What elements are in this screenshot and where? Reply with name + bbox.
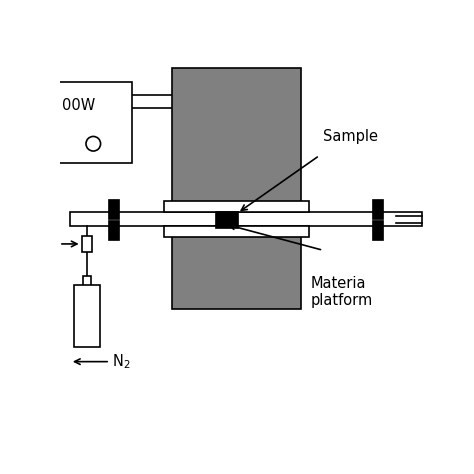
Bar <box>82 275 91 286</box>
Bar <box>70 212 422 226</box>
Bar <box>373 199 383 219</box>
Bar <box>215 211 238 228</box>
Bar <box>164 201 309 212</box>
Bar <box>108 219 119 240</box>
Bar <box>73 285 100 347</box>
Text: 00W: 00W <box>62 98 95 113</box>
Circle shape <box>86 137 100 151</box>
Text: N$_2$: N$_2$ <box>111 352 130 371</box>
Bar <box>55 82 132 163</box>
Bar <box>172 68 301 203</box>
Bar <box>373 219 383 240</box>
Text: Materia
platform: Materia platform <box>310 276 373 308</box>
Bar <box>172 223 301 309</box>
Text: Sample: Sample <box>323 129 378 145</box>
Bar <box>108 199 119 219</box>
Bar <box>164 226 309 237</box>
Bar <box>82 236 92 252</box>
